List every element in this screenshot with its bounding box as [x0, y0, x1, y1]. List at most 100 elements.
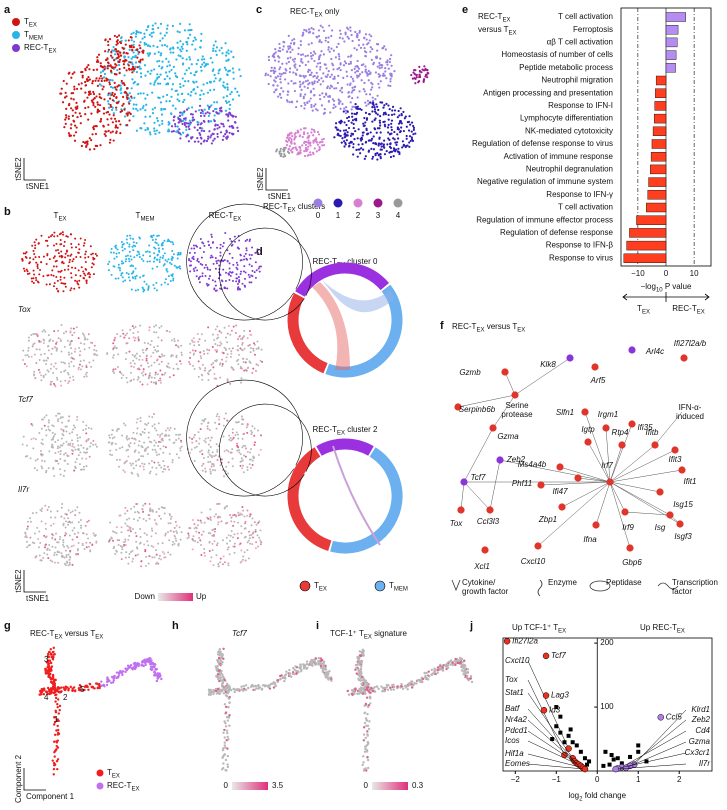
cell-point — [285, 136, 289, 139]
cell-point — [198, 531, 201, 534]
cell-point — [214, 469, 217, 472]
cell-point — [224, 279, 227, 282]
cell-point — [172, 367, 175, 370]
cell-point — [76, 536, 79, 539]
cell-point — [133, 450, 136, 453]
cell-point — [237, 363, 240, 366]
cell-point — [281, 48, 284, 51]
cell-point — [52, 691, 56, 695]
cell-point — [208, 370, 211, 373]
cell-point — [132, 115, 135, 118]
cell-point — [56, 686, 59, 690]
cell-point — [82, 270, 85, 273]
cell-point — [296, 68, 299, 71]
cell-point — [201, 241, 204, 244]
cell-point — [47, 419, 50, 422]
cell-point — [44, 471, 47, 474]
cell-point — [164, 108, 167, 111]
cell-point — [53, 749, 57, 753]
cell-point — [74, 267, 77, 270]
cell-point — [51, 560, 54, 563]
cell-point — [231, 431, 234, 434]
cell-point — [55, 759, 59, 763]
cell-point — [196, 269, 199, 272]
cell-point — [40, 353, 43, 356]
cell-point — [294, 82, 297, 85]
cell-point — [179, 267, 182, 270]
cell-point — [231, 98, 235, 101]
cell-point — [222, 84, 225, 87]
cell-point — [44, 527, 47, 530]
cell-point — [53, 330, 56, 333]
cell-point — [272, 72, 276, 75]
cell-point — [216, 135, 219, 138]
network-node — [666, 511, 674, 519]
cell-point — [139, 465, 142, 468]
cell-point — [230, 240, 233, 243]
cell-point — [78, 511, 81, 514]
cell-point — [82, 532, 85, 535]
cell-point — [122, 95, 125, 99]
cell-point — [52, 256, 55, 259]
label-part: EX — [642, 309, 650, 315]
cell-point — [272, 53, 275, 56]
cell-point — [189, 356, 192, 359]
cell-point — [170, 339, 173, 342]
cell-point — [214, 454, 217, 457]
cell-point — [41, 467, 44, 470]
cell-point — [108, 81, 111, 84]
cell-point — [307, 83, 310, 86]
cell-point — [330, 85, 334, 88]
cell-point — [226, 419, 229, 422]
cell-point — [290, 79, 293, 83]
cell-point — [228, 553, 231, 556]
cell-point — [91, 686, 95, 689]
cell-point — [284, 154, 287, 158]
cell-point — [32, 250, 35, 253]
cell-point — [357, 74, 360, 78]
cell-point — [222, 96, 225, 99]
panel-letter: g — [4, 620, 11, 632]
cell-point — [75, 107, 78, 111]
legend-label: TMEM — [24, 30, 43, 41]
cell-point — [53, 551, 56, 554]
cell-point — [300, 58, 303, 61]
cell-point — [208, 244, 211, 247]
cell-point — [315, 141, 318, 144]
cell-point — [88, 455, 91, 458]
cell-point — [85, 366, 88, 369]
cell-point — [202, 61, 206, 64]
cell-point — [107, 441, 110, 444]
cell-point — [201, 272, 204, 275]
cell-point — [70, 545, 73, 548]
cell-point — [59, 243, 62, 246]
cell-point — [239, 542, 242, 545]
cell-point — [209, 516, 212, 519]
cell-point — [237, 129, 240, 133]
cell-point — [41, 689, 45, 692]
cell-point — [154, 371, 157, 374]
cell-point — [377, 142, 381, 145]
cell-point — [246, 451, 249, 454]
cell-point — [108, 83, 111, 86]
cell-point — [73, 469, 76, 472]
cell-point — [327, 70, 330, 73]
cell-point — [315, 137, 318, 140]
cell-point — [170, 88, 174, 91]
cell-point — [87, 426, 90, 429]
cell-point — [303, 140, 306, 143]
cell-point — [224, 99, 228, 103]
cell-point — [208, 130, 211, 133]
cell-point — [207, 326, 210, 329]
cell-point — [170, 354, 173, 357]
cell-point — [297, 47, 300, 50]
cell-point — [376, 105, 379, 108]
cell-point — [112, 369, 115, 372]
cell-point — [165, 57, 168, 60]
cell-point — [136, 553, 139, 556]
cell-point — [230, 439, 233, 442]
cell-point — [219, 77, 222, 80]
category-label: Activation of immune response — [504, 152, 614, 161]
cell-point — [232, 71, 235, 74]
cell-point — [216, 132, 219, 136]
